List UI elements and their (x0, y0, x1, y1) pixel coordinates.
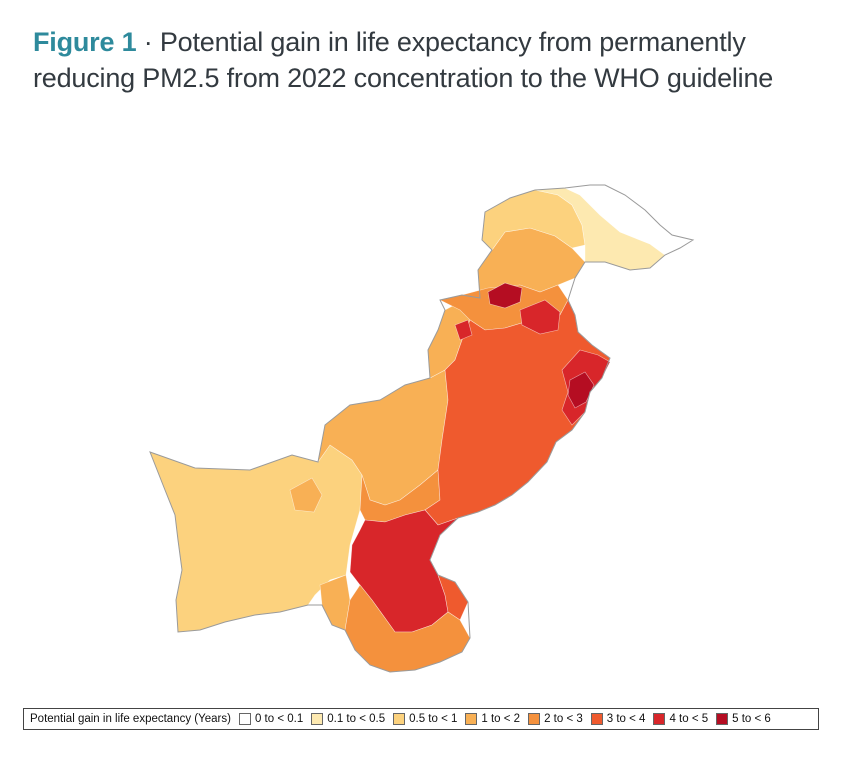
legend-label: 0 to < 0.1 (254, 713, 304, 725)
legend-swatch (716, 713, 729, 725)
legend-label: 5 to < 6 (732, 713, 771, 725)
region-kpk-spot (454, 319, 473, 341)
region-peshawar (487, 282, 523, 309)
title-separator: · (136, 27, 160, 57)
figure-title-text: Potential gain in life expectancy from p… (33, 27, 774, 93)
legend-label: 3 to < 4 (606, 713, 646, 725)
legend-label: 2 to < 3 (544, 713, 583, 725)
legend-label: 4 to < 5 (669, 713, 709, 725)
legend-item: 0.5 to < 1 (393, 713, 457, 725)
legend-label: 0.5 to < 1 (409, 713, 458, 725)
legend-item: 0.1 to < 0.5 (311, 713, 385, 725)
legend-swatch (238, 713, 251, 725)
region-islamabad (519, 299, 561, 335)
legend-swatch (653, 713, 666, 725)
pakistan-choropleth-map (149, 184, 695, 673)
legend-swatch (528, 713, 541, 725)
legend-swatch (393, 713, 406, 725)
figure-title: Figure 1 · Potential gain in life expect… (33, 24, 833, 96)
legend-title: Potential gain in life expectancy (Years… (30, 713, 231, 725)
region-balochistan-south (319, 574, 351, 631)
legend-item: 2 to < 3 (528, 713, 583, 725)
legend-item: 4 to < 5 (653, 713, 708, 725)
legend-swatch (311, 713, 324, 725)
legend-item: 0 to < 0.1 (238, 713, 304, 725)
legend-swatch (590, 713, 603, 725)
legend-item: 5 to < 6 (716, 713, 771, 725)
legend-label: 1 to < 2 (481, 713, 521, 725)
region-balochistan-patch (289, 477, 323, 513)
map-legend: Potential gain in life expectancy (Years… (23, 708, 819, 730)
figure-label: Figure 1 (33, 27, 137, 57)
legend-item: 3 to < 4 (590, 713, 646, 725)
legend-swatch (465, 713, 478, 725)
legend-item: 1 to < 2 (465, 713, 520, 725)
legend-label: 0.1 to < 0.5 (327, 713, 386, 725)
country-border (149, 184, 695, 673)
region-punjab-core (567, 371, 595, 409)
